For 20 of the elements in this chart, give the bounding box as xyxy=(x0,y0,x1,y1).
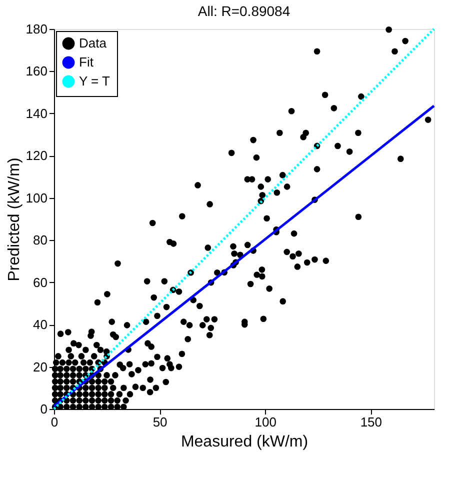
legend-label: Y = T xyxy=(79,74,110,88)
x-tick-label: 100 xyxy=(254,414,276,430)
x-tick-label: 0 xyxy=(50,414,58,430)
y-tick-label: 40 xyxy=(33,317,48,332)
y-tick-label: 180 xyxy=(26,22,48,36)
y-tick-label: 140 xyxy=(26,106,48,121)
y-tick-label: 0 xyxy=(40,402,48,416)
y-tick-label: 20 xyxy=(33,359,48,374)
y-tick-label: 100 xyxy=(26,190,48,206)
y-tick-label: 120 xyxy=(26,148,48,164)
x-axis-title: Measured (kW/m) xyxy=(180,434,308,450)
y-axis-title: Predicted (kW/m) xyxy=(6,158,23,282)
x-tick-label: 150 xyxy=(360,414,382,430)
y-tick-label: 80 xyxy=(33,232,48,248)
legend-label: Fit xyxy=(79,54,94,70)
x-tick-label: 50 xyxy=(152,414,168,430)
y-tick-label: 60 xyxy=(33,274,48,290)
y-tick-label: 160 xyxy=(26,64,48,79)
legend-label: Data xyxy=(79,36,108,50)
chart-title: All: R=0.89084 xyxy=(198,3,290,19)
